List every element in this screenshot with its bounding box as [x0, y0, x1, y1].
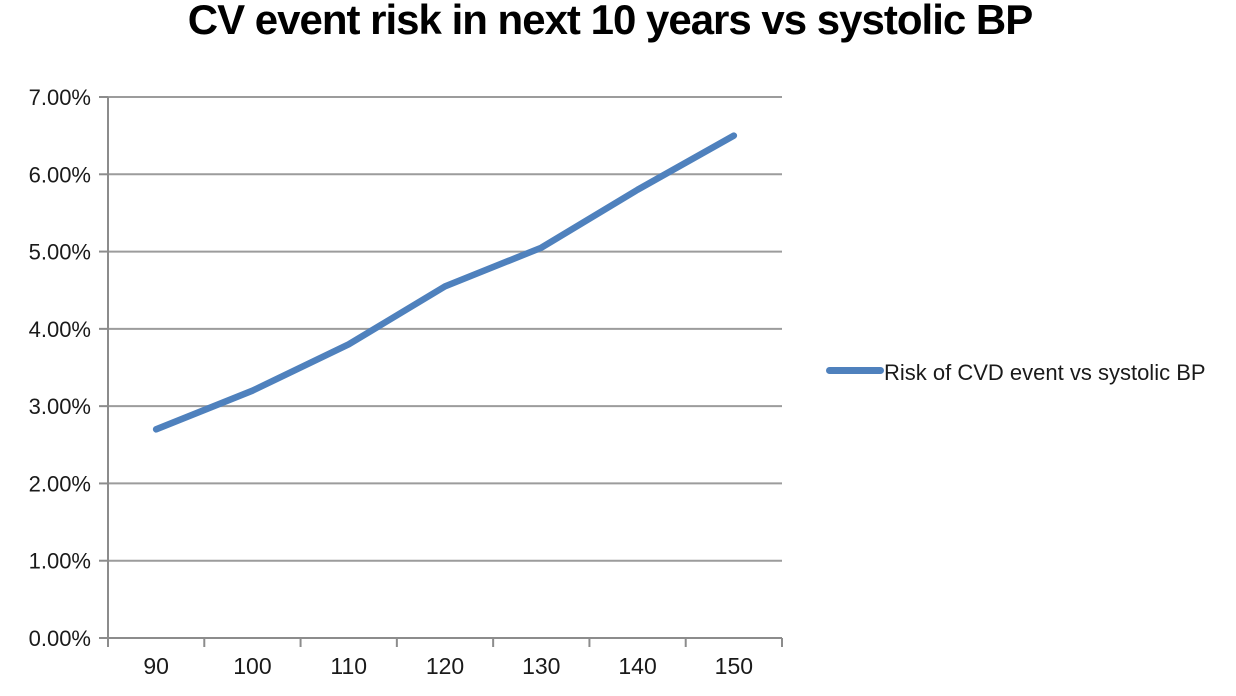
y-axis-tick-label: 2.00% [29, 471, 91, 496]
legend-line-sample-icon [826, 367, 884, 374]
series-line-risk [152, 132, 738, 433]
x-axis-tick-label: 130 [522, 653, 560, 679]
y-axis-tick-label: 0.00% [29, 626, 91, 651]
legend: Risk of CVD event vs systolic BP [826, 357, 1224, 389]
y-axis-tick-label: 6.00% [29, 162, 91, 187]
y-axis-tick-label: 4.00% [29, 317, 91, 342]
x-axis-tick-label: 150 [715, 653, 753, 679]
chart-title: CV event risk in next 10 years vs systol… [187, 0, 1033, 43]
x-axis-tick-label: 100 [233, 653, 271, 679]
x-axis-tick-label: 110 [330, 653, 367, 679]
y-axis-tick-label: 1.00% [29, 549, 91, 574]
x-axis-tick-label: 140 [618, 653, 656, 679]
y-axis-tick-label: 7.00% [29, 85, 91, 110]
x-axis-tick-label: 90 [143, 653, 169, 679]
y-axis-tick-label: 5.00% [29, 240, 91, 265]
x-axis-tick-label: 120 [426, 653, 464, 679]
legend-label: Risk of CVD event vs systolic BP [884, 360, 1206, 385]
y-axis-tick-label: 3.00% [29, 394, 91, 419]
